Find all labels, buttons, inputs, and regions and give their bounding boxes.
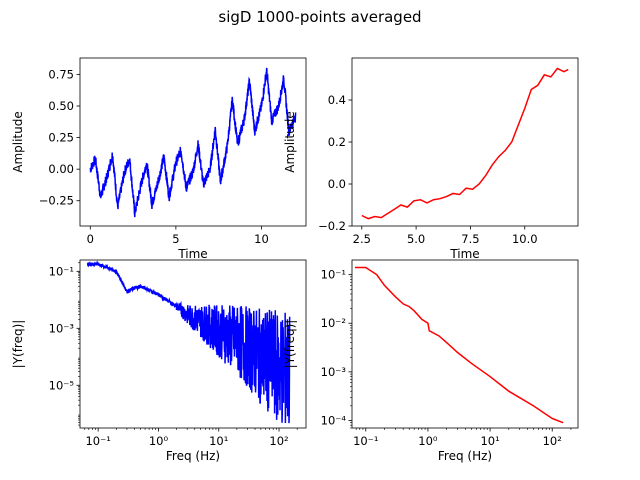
avg-freq-y-tick-label: 10⁻² — [321, 316, 346, 330]
raw-time-y-tick-label: 0.50 — [48, 99, 74, 113]
avg-freq-frame — [351, 259, 579, 429]
avg-time-y-tick-label: 0.2 — [328, 135, 346, 149]
raw-time-y-tick-label: −0.25 — [39, 194, 74, 208]
raw-freq-y-axis-label: |Y(freq)| — [11, 320, 25, 369]
raw-time-y-tick-label: 0.00 — [48, 162, 74, 176]
raw-time-axes: 0 5 10 −0.25 0.00 0.25 0.50 0.75 Time Amplitude — [11, 57, 307, 261]
avg-time-x-tick-label: 2.5 — [353, 232, 371, 246]
raw-time-y-axis-label: Amplitude — [11, 111, 25, 173]
avg-freq-series-line — [354, 266, 564, 424]
raw-freq-frame — [79, 259, 307, 429]
avg-freq-x-tick-label: 10⁻¹ — [353, 434, 378, 448]
avg-freq-y-tick-label: 10⁻¹ — [321, 268, 346, 282]
raw-freq-axes: 10⁻¹ 10⁰ 10¹ 10² 10⁻⁵ 10⁻³ 10⁻¹ Freq (Hz) |Y(fre… — [11, 259, 307, 463]
avg-freq-y-axis-label: |Y(freq)| — [283, 320, 297, 369]
raw-time-x-tick-label: 5 — [172, 232, 179, 246]
avg-time-y-tick-label: 0.4 — [328, 93, 346, 107]
avg-freq-x-tick-label: 10⁰ — [418, 434, 438, 448]
avg-freq-y-tick-label: 10⁻⁴ — [321, 413, 347, 427]
raw-time-series-line — [89, 67, 297, 218]
raw-freq-x-tick-label: 10¹ — [209, 434, 228, 448]
raw-freq-y-tick-label: 10⁻¹ — [49, 264, 74, 278]
raw-time-x-tick-label: 10 — [254, 232, 269, 246]
suptitle: sigD 1000-points averaged — [218, 8, 421, 26]
avg-freq-y-tick-label: 10⁻³ — [321, 365, 347, 379]
avg-freq-x-tick-label: 10¹ — [480, 434, 499, 448]
avg-time-frame — [351, 57, 579, 227]
avg-time-x-axis-label: Time — [449, 247, 479, 261]
avg-time-x-tick-label: 5.0 — [407, 232, 425, 246]
avg-time-axes: 2.5 5.0 7.5 10.0 −0.2 0.0 0.2 0.4 Time Amplitude — [283, 57, 579, 261]
raw-time-x-axis-label: Time — [177, 247, 207, 261]
avg-freq-x-tick-label: 10² — [543, 434, 562, 448]
avg-time-series-line — [361, 67, 569, 220]
raw-freq-y-tick-label: 10⁻³ — [49, 321, 75, 335]
avg-time-y-tick-label: −0.2 — [318, 219, 346, 233]
avg-time-y-axis-label: Amplitude — [283, 111, 297, 173]
avg-freq-x-axis-label: Freq (Hz) — [438, 449, 492, 463]
avg-time-y-tick-label: 0.0 — [328, 177, 346, 191]
raw-freq-series-line — [86, 260, 291, 424]
raw-freq-x-tick-label: 10⁰ — [149, 434, 169, 448]
raw-freq-y-tick-label: 10⁻⁵ — [49, 378, 75, 392]
raw-freq-x-axis-label: Freq (Hz) — [166, 449, 220, 463]
raw-time-x-tick-label: 0 — [87, 232, 94, 246]
avg-time-x-tick-label: 10.0 — [512, 232, 538, 246]
avg-freq-axes: 10⁻¹ 10⁰ 10¹ 10² 10⁻⁴ 10⁻³ 10⁻² 10⁻¹ Freq (Hz) |Y… — [283, 259, 579, 463]
raw-freq-x-tick-label: 10⁻¹ — [85, 434, 110, 448]
avg-time-x-tick-label: 7.5 — [461, 232, 479, 246]
raw-time-y-tick-label: 0.75 — [48, 67, 74, 81]
raw-time-frame — [79, 57, 307, 227]
raw-freq-x-tick-label: 10² — [269, 434, 288, 448]
raw-time-y-tick-label: 0.25 — [48, 131, 74, 145]
